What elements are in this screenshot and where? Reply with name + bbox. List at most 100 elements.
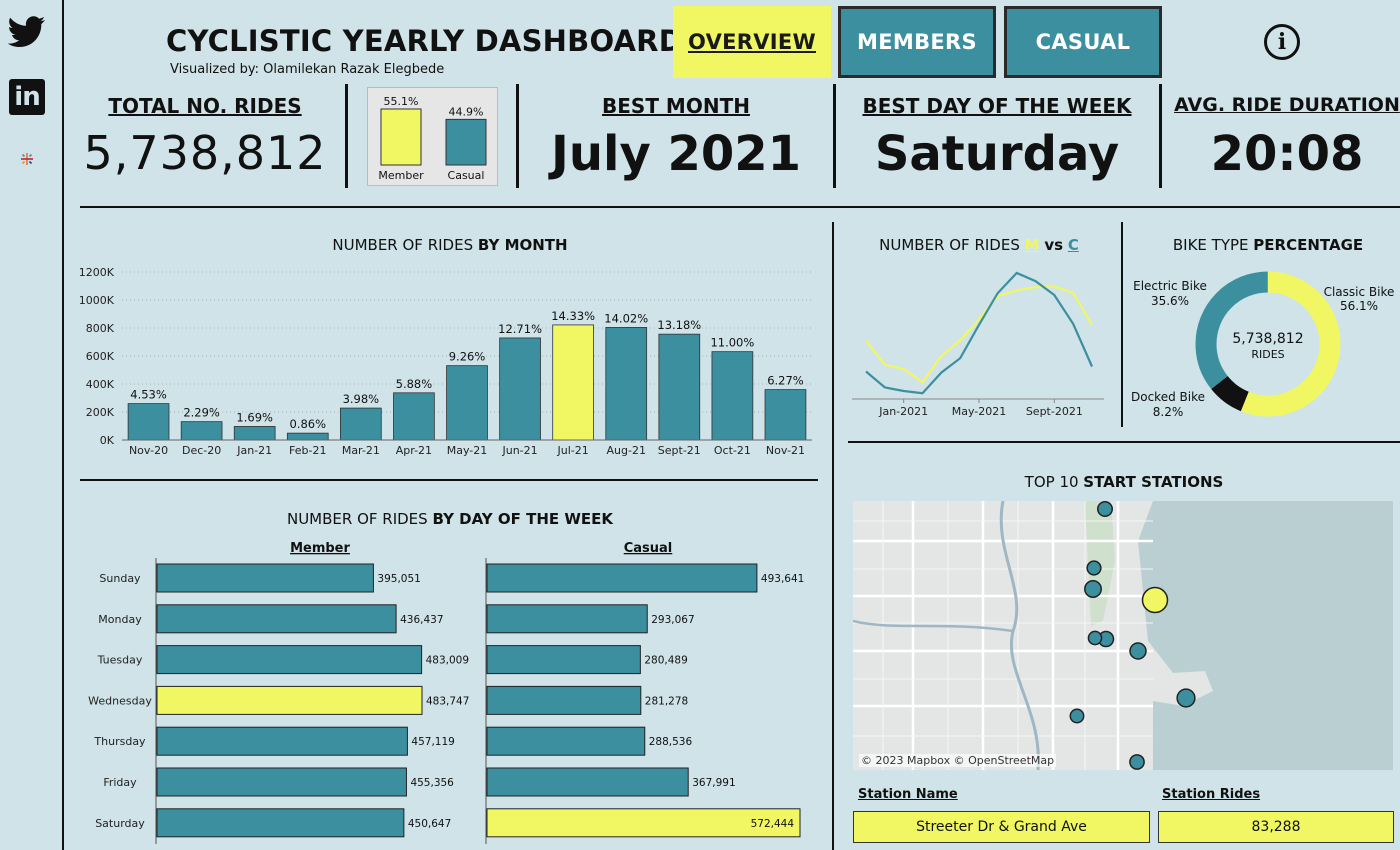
month-tick-label: Oct-21 xyxy=(714,444,751,457)
month-tick-label: Jun-21 xyxy=(501,444,537,457)
y-tick-label: 800K xyxy=(86,322,115,335)
donut-slice xyxy=(1195,271,1341,417)
member-share-svg: 55.1% Member 44.9% Casual xyxy=(378,95,487,182)
member-column-header: Member xyxy=(290,541,350,556)
station-marker xyxy=(1084,580,1102,598)
member-bar-label: 455,356 xyxy=(410,777,454,789)
month-tick-label: Jan-21 xyxy=(236,444,272,457)
month-tick-label: Apr-21 xyxy=(396,444,432,457)
station-marker xyxy=(1129,642,1147,660)
stations-map[interactable]: © 2023 Mapbox © OpenStreetMap xyxy=(853,501,1393,770)
month-bar xyxy=(764,389,807,441)
divider xyxy=(80,206,1400,208)
tab-members[interactable]: MEMBERS xyxy=(838,6,996,78)
month-bar xyxy=(552,324,594,441)
share-category: Member xyxy=(378,169,424,182)
kpi-best-day-value: Saturday xyxy=(874,126,1120,182)
month-bar-label: 13.18% xyxy=(657,318,701,332)
month-tick-label: Feb-21 xyxy=(289,444,326,457)
member-vs-casual-title: NUMBER OF RIDES M vs C xyxy=(879,236,1079,254)
weekday-label: Saturday xyxy=(95,817,145,830)
map-basemap xyxy=(853,501,1393,770)
col-station-rides: Station Rides xyxy=(1162,787,1261,802)
donut-center-label: RIDES xyxy=(1251,348,1284,361)
bike-type-title: BIKE TYPE PERCENTAGE xyxy=(1172,236,1364,254)
twitter-link[interactable] xyxy=(6,12,48,54)
month-bar-label: 9.26% xyxy=(449,350,486,364)
month-bar-label: 6.27% xyxy=(767,374,804,388)
month-bar-label: 12.71% xyxy=(498,322,542,336)
casual-bar-label: 280,489 xyxy=(644,655,687,667)
weekday-label: Wednesday xyxy=(88,694,152,707)
month-bar xyxy=(446,365,488,441)
station-marker xyxy=(1087,630,1103,646)
station-markers xyxy=(1069,501,1196,770)
kpi-avg-duration-label: AVG. RIDE DURATION xyxy=(1174,94,1400,116)
stations-title: TOP 10 START STATIONS xyxy=(1024,473,1224,491)
month-tick-label: Sept-21 xyxy=(658,444,701,457)
month-bar-label: 4.53% xyxy=(130,388,167,402)
casual-bar-label: 493,641 xyxy=(761,573,804,585)
casual-bar-label: 293,067 xyxy=(651,614,694,626)
weekday-label: Tuesday xyxy=(97,654,143,667)
month-bar xyxy=(605,327,648,441)
station-marker xyxy=(1097,501,1113,517)
month-tick-label: May-21 xyxy=(447,444,488,457)
share-category: Casual xyxy=(448,169,485,182)
weekday-label: Thursday xyxy=(93,735,146,748)
divider xyxy=(832,222,834,850)
donut-slice-name: Electric Bike xyxy=(1133,279,1207,293)
info-icon[interactable]: i xyxy=(1264,24,1300,60)
station-rides-cell[interactable]: 83,288 xyxy=(1158,811,1394,843)
y-tick-label: 600K xyxy=(86,350,115,363)
month-bar-label: 14.33% xyxy=(551,309,595,323)
donut-slice-name: Classic Bike xyxy=(1324,285,1395,299)
member-vs-casual-chart: Jan-2021 May-2021 Sept-2021 xyxy=(852,271,1104,418)
month-bar xyxy=(340,407,382,441)
casual-bar-label: 281,278 xyxy=(645,695,688,707)
y-tick-label: 1000K xyxy=(80,294,115,307)
tableau-link[interactable] xyxy=(6,138,48,180)
y-tick-label: 400K xyxy=(86,378,115,391)
member-bar xyxy=(156,563,374,593)
casual-bar-label: 572,444 xyxy=(751,818,795,830)
x-tick-label: Sept-2021 xyxy=(1026,405,1083,418)
x-tick-label: Jan-2021 xyxy=(878,405,928,418)
casual-bar xyxy=(486,604,648,634)
tab-casual[interactable]: CASUAL xyxy=(1004,6,1162,78)
linkedin-link[interactable]: in xyxy=(6,76,48,118)
divider xyxy=(1121,222,1123,427)
month-bar xyxy=(711,351,754,441)
casual-bar xyxy=(486,767,689,797)
casual-bar xyxy=(486,808,801,838)
monthly-chart-title: NUMBER OF RIDES BY MONTH xyxy=(332,236,568,254)
weekday-chart-title: NUMBER OF RIDES BY DAY OF THE WEEK xyxy=(286,510,614,528)
month-bar xyxy=(393,392,435,441)
month-tick-label: Nov-20 xyxy=(129,444,168,457)
month-bar xyxy=(286,432,329,441)
member-bar-label: 483,747 xyxy=(426,695,469,707)
divider xyxy=(345,84,348,188)
month-tick-label: Nov-21 xyxy=(766,444,805,457)
tab-overview[interactable]: OVERVIEW xyxy=(673,6,831,78)
member-bar-label: 483,009 xyxy=(426,655,469,667)
member-bar xyxy=(156,685,423,715)
casual-bar xyxy=(486,726,646,756)
member-bar-label: 450,647 xyxy=(408,818,451,830)
divider xyxy=(833,84,836,188)
kpi-total-rides-value: 5,738,812 xyxy=(83,126,327,180)
y-tick-label: 1200K xyxy=(80,266,115,279)
donut-center-value: 5,738,812 xyxy=(1232,331,1303,347)
month-bar-label: 1.69% xyxy=(236,410,273,424)
month-tick-label: Jul-21 xyxy=(557,444,589,457)
weekday-label: Friday xyxy=(103,776,137,789)
station-name-cell[interactable]: Streeter Dr & Grand Ave xyxy=(853,811,1150,843)
divider xyxy=(80,479,818,481)
month-bar xyxy=(180,421,223,441)
weekday-label: Sunday xyxy=(99,572,141,585)
casual-bar-label: 288,536 xyxy=(649,736,693,748)
member-bar-label: 457,119 xyxy=(411,736,454,748)
member-bar-label: 395,051 xyxy=(377,573,420,585)
station-marker xyxy=(1176,688,1196,708)
kpi-best-month-value: July 2021 xyxy=(550,126,802,182)
